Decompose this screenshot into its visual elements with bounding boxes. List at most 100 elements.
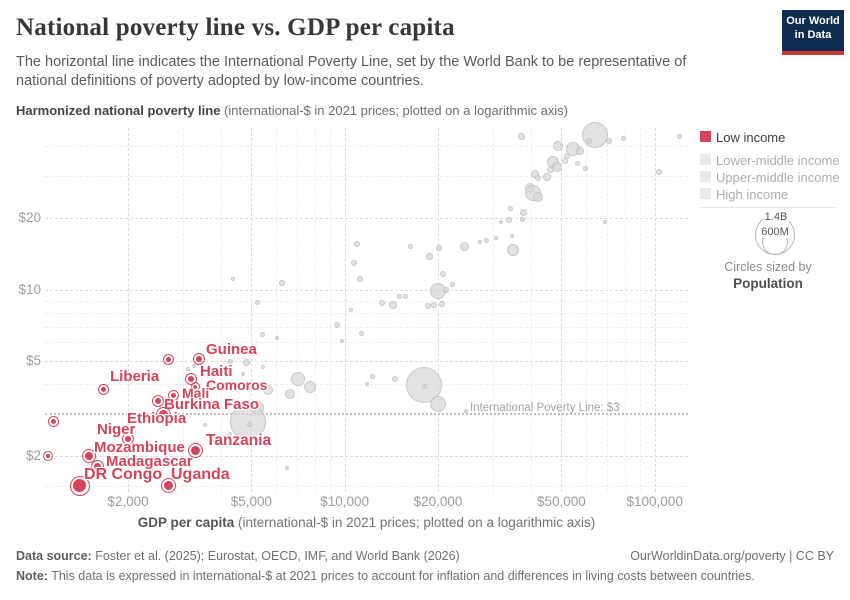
country-bubble[interactable] [552, 162, 562, 172]
country-bubble[interactable] [517, 132, 525, 140]
low-income-point-ring[interactable] [155, 406, 171, 422]
country-bubble[interactable] [676, 133, 682, 139]
country-bubble[interactable] [478, 240, 482, 244]
country-bubble[interactable] [241, 372, 245, 376]
low-income-point[interactable] [50, 418, 56, 424]
country-label-guinea[interactable]: Guinea [206, 341, 257, 358]
low-income-point-ring[interactable] [160, 478, 176, 494]
country-bubble[interactable] [436, 245, 442, 251]
country-bubble[interactable] [553, 141, 563, 151]
country-bubble[interactable] [285, 466, 289, 470]
country-bubble[interactable] [279, 280, 285, 286]
country-bubble[interactable] [425, 252, 433, 260]
country-bubble[interactable] [483, 237, 489, 243]
country-bubble[interactable] [334, 322, 340, 328]
low-income-point-ring[interactable] [69, 475, 90, 496]
country-bubble[interactable] [231, 277, 235, 281]
country-bubble[interactable] [535, 175, 541, 181]
country-bubble[interactable] [228, 432, 232, 436]
low-income-point[interactable] [94, 463, 102, 471]
country-bubble[interactable] [389, 301, 397, 309]
country-bubble[interactable] [407, 243, 413, 249]
country-bubble[interactable] [510, 234, 514, 238]
low-income-point[interactable] [158, 409, 168, 419]
country-label-mali[interactable]: Mali [182, 385, 210, 401]
country-bubble[interactable] [227, 358, 233, 364]
country-bubble[interactable] [574, 160, 580, 166]
low-income-point[interactable] [170, 392, 176, 398]
country-label-tanzania[interactable]: Tanzania [206, 432, 272, 449]
country-bubble[interactable] [506, 217, 512, 223]
country-bubble[interactable] [606, 138, 612, 144]
owid-link[interactable]: OurWorldinData.org/poverty | CC BY [630, 549, 834, 563]
country-bubble[interactable] [340, 339, 344, 343]
country-label-liberia[interactable]: Liberia [110, 368, 160, 385]
low-income-point-ring[interactable] [167, 389, 179, 401]
country-bubble[interactable] [186, 367, 190, 371]
country-bubble[interactable] [533, 192, 543, 202]
country-bubble[interactable] [254, 299, 260, 305]
country-bubble[interactable] [582, 165, 588, 171]
country-bubble[interactable] [576, 147, 584, 155]
low-income-point-ring[interactable] [98, 384, 110, 396]
country-bubble[interactable] [656, 169, 662, 175]
country-bubble[interactable] [507, 205, 513, 211]
country-bubble[interactable] [459, 241, 469, 251]
country-bubble[interactable] [421, 383, 427, 389]
country-bubble[interactable] [603, 220, 607, 224]
country-bubble[interactable] [263, 385, 273, 395]
country-bubble[interactable] [507, 244, 519, 256]
country-bubble[interactable] [519, 216, 525, 222]
country-bubble[interactable] [369, 373, 375, 379]
country-bubble[interactable] [439, 301, 445, 307]
low-income-point[interactable] [85, 452, 94, 460]
country-bubble[interactable] [582, 122, 608, 148]
low-income-point[interactable] [190, 446, 200, 456]
low-income-point[interactable] [165, 356, 171, 362]
low-income-point-ring[interactable] [91, 460, 105, 474]
low-income-point-ring[interactable] [193, 353, 206, 366]
country-bubble[interactable] [259, 331, 265, 337]
country-bubble[interactable] [586, 138, 592, 144]
country-bubble[interactable] [396, 293, 402, 299]
country-bubble[interactable] [358, 330, 364, 336]
country-bubble[interactable] [354, 241, 360, 247]
low-income-point[interactable] [45, 454, 50, 458]
country-bubble[interactable] [275, 336, 279, 340]
country-label-burkina-faso[interactable]: Burkina Faso [164, 396, 260, 413]
low-income-point[interactable] [125, 436, 131, 443]
country-label-dr-congo[interactable]: DR Congo [84, 466, 163, 483]
country-bubble[interactable] [246, 421, 252, 427]
country-bubble[interactable] [392, 376, 398, 382]
country-bubble[interactable] [357, 276, 363, 282]
low-income-point-ring[interactable] [122, 433, 134, 446]
owid-logo[interactable]: Our World in Data [782, 10, 844, 55]
low-income-point[interactable] [196, 356, 203, 363]
country-bubble[interactable] [519, 208, 527, 216]
country-bubble[interactable] [304, 381, 316, 393]
country-bubble[interactable] [464, 409, 468, 413]
low-income-point[interactable] [73, 479, 87, 493]
country-label-ethiopia[interactable]: Ethiopia [127, 410, 187, 427]
low-income-point-ring[interactable] [190, 382, 200, 392]
country-bubble[interactable] [351, 260, 357, 266]
country-label-uganda[interactable]: Uganda [171, 466, 230, 483]
low-income-point-ring[interactable] [82, 449, 97, 463]
country-bubble[interactable] [430, 396, 446, 412]
low-income-point-ring[interactable] [47, 415, 59, 427]
country-bubble[interactable] [425, 303, 431, 309]
country-bubble[interactable] [494, 236, 498, 240]
low-income-point-ring[interactable] [42, 451, 53, 461]
country-bubble[interactable] [291, 372, 305, 386]
country-bubble[interactable] [402, 293, 408, 299]
country-label-mozambique[interactable]: Mozambique [94, 439, 185, 456]
country-bubble[interactable] [349, 308, 353, 312]
country-bubble[interactable] [562, 158, 568, 164]
low-income-point-ring[interactable] [187, 443, 203, 459]
country-bubble[interactable] [443, 287, 449, 293]
country-bubble[interactable] [261, 365, 265, 369]
country-bubble[interactable] [192, 364, 196, 368]
country-bubble[interactable] [620, 135, 626, 141]
country-label-comoros[interactable]: Comoros [206, 377, 268, 393]
country-bubble[interactable] [440, 271, 446, 277]
